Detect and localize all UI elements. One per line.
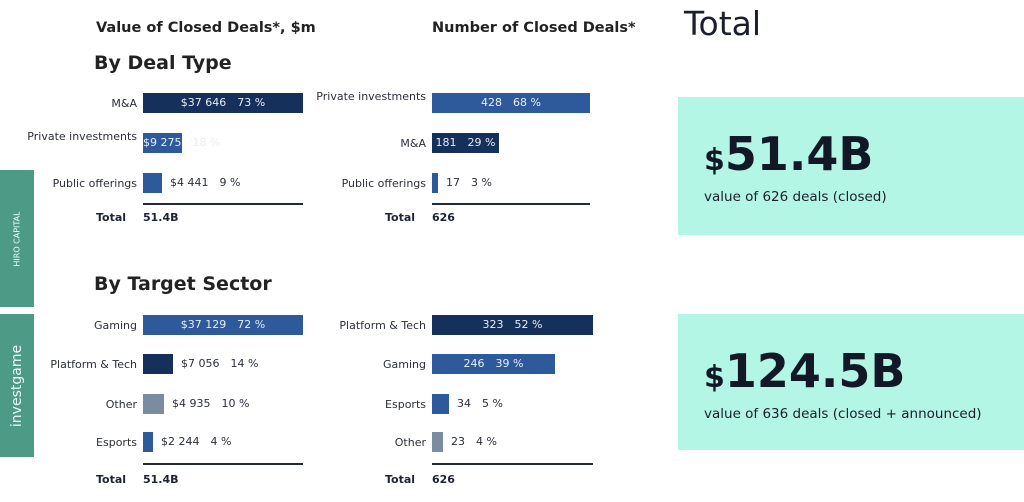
bar-label: Public offerings [341,177,426,190]
bar-label: Esports [96,436,137,449]
bar-value-label: $4 935 10 % [172,397,250,410]
bar [143,133,182,153]
bar-value-label: 323 52 % [482,318,543,331]
total-label: Total [385,211,416,224]
bar-value-label: $9 275 18 % [143,136,221,149]
bar-label: Other [105,398,137,411]
total-card-closed: $51.4B value of 626 deals (closed) [678,97,1024,235]
bar [143,432,153,452]
total-rule [143,203,303,205]
total-card-announced: $124.5B value of 636 deals (closed + ann… [678,314,1024,450]
bar-value-label: 34 5 % [457,397,503,410]
total-rule [432,463,593,465]
bar [432,93,590,113]
bar [143,173,162,193]
total-amount: $124.5B [704,344,906,398]
investgame-logo: investgame [0,314,34,457]
bar-value-label: 17 3 % [446,176,492,189]
bar [143,354,173,374]
value-header: Value of Closed Deals*, $m [96,20,316,36]
total-caption: value of 626 deals (closed) [704,189,887,205]
bar-label: Private investments [316,90,426,103]
bar-value-label: $2 244 4 % [161,435,232,448]
section-deal-type: By Deal Type [94,52,232,74]
bar-label: Esports [385,398,426,411]
bar [143,93,303,113]
total-amount: $51.4B [704,127,874,181]
bar-label: Other [394,436,426,449]
bar-label: Gaming [383,358,426,371]
total-label: Total [385,473,416,486]
bar-label: Private investments [27,130,137,143]
bar-label: M&A [111,97,137,110]
bar [432,315,593,335]
total-title: Total [684,4,762,43]
total-label: Total [96,211,127,224]
bar-value-label: 246 39 % [463,357,524,370]
bar [432,133,499,153]
bar-value-label: $37 646 73 % [180,96,266,109]
bar [432,354,555,374]
bar [432,432,443,452]
total-caption: value of 636 deals (closed + announced) [704,406,982,422]
bar-value-label: 181 29 % [435,136,496,149]
hiro-capital-logo: HIRO CAPITAL [0,170,34,307]
bar-label: Public offerings [52,177,137,190]
total-rule [143,463,303,465]
bar-label: M&A [400,137,426,150]
bar-value-label: 23 4 % [451,435,497,448]
bar [432,394,449,414]
total-value: 51.4B [143,473,179,486]
bar [143,315,303,335]
bar-value-label: $37 129 72 % [180,318,266,331]
total-rule [432,203,590,205]
bar [143,394,164,414]
total-value: 626 [432,473,455,486]
total-label: Total [96,473,127,486]
bar-value-label: $7 056 14 % [181,357,259,370]
total-value: 626 [432,211,455,224]
number-header: Number of Closed Deals* [432,20,636,36]
bar-value-label: 428 68 % [481,96,541,109]
total-value: 51.4B [143,211,179,224]
bar-label: Platform & Tech [339,319,426,332]
bar-label: Platform & Tech [50,358,137,371]
bar-value-label: $4 441 9 % [170,176,241,189]
section-target-sector: By Target Sector [94,273,272,295]
bar [432,173,438,193]
bar-label: Gaming [94,319,137,332]
